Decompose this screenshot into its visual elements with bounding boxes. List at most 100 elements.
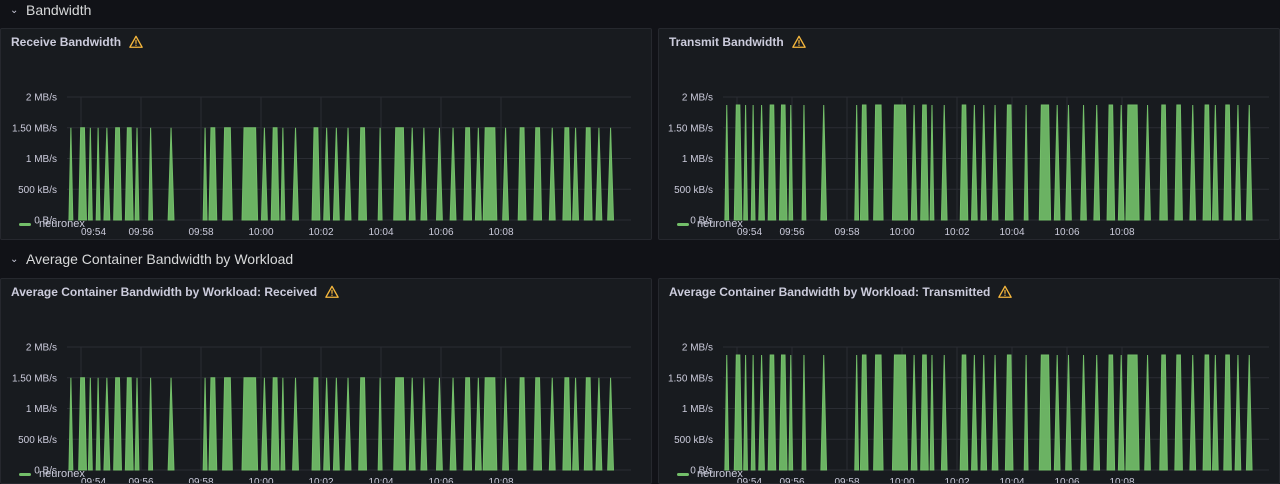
series-pulse — [87, 377, 93, 471]
series-pulse — [95, 127, 101, 221]
series-pulse — [1144, 354, 1151, 471]
legend-item[interactable]: neuronex — [677, 468, 743, 480]
series-pulse — [820, 354, 828, 471]
series-pulse — [854, 104, 860, 221]
series-pulse — [767, 354, 777, 471]
series-pulse — [113, 377, 122, 471]
x-tick-label: 10:08 — [1109, 477, 1134, 484]
series-pulse — [344, 377, 352, 471]
warning-icon[interactable] — [129, 35, 143, 49]
series-pulse — [572, 127, 580, 221]
series-pulse — [1144, 104, 1151, 221]
series-pulse — [68, 127, 74, 221]
series-pulse — [358, 377, 368, 471]
y-tick-label: 1.50 MB/s — [12, 373, 57, 384]
panel-title-text: Average Container Bandwidth by Workload:… — [11, 285, 318, 299]
series-pulse — [377, 377, 383, 471]
legend-item[interactable]: neuronex — [677, 218, 743, 230]
series-pulse — [971, 354, 978, 471]
series-pulse — [607, 377, 615, 471]
series-pulse — [778, 354, 788, 471]
row-header-bandwidth[interactable]: ⌄ Bandwidth — [0, 0, 91, 20]
series-pulse — [148, 377, 154, 471]
x-tick-label: 10:00 — [248, 227, 273, 238]
row-header-average-container-bandwidth[interactable]: ⌄ Average Container Bandwidth by Workloa… — [0, 249, 293, 269]
series-pulse — [980, 354, 988, 471]
panel-receive-bandwidth[interactable]: Receive Bandwidth 0 B/s 500 kB/s 1 MB/s 1.5… — [0, 28, 652, 240]
series-pulse — [1023, 104, 1029, 221]
series-pulse — [202, 377, 208, 471]
series-pulse — [1053, 354, 1061, 471]
series-pulse — [1106, 354, 1116, 471]
series-pulse — [1093, 354, 1101, 471]
legend-item[interactable]: neuronex — [19, 218, 85, 230]
series-pulse — [323, 377, 331, 471]
series-pulse — [260, 127, 268, 221]
y-tick-label: 1 MB/s — [682, 154, 713, 165]
series-pulse — [1065, 354, 1072, 471]
series-pulse — [408, 377, 416, 471]
chart-svg: 0 B/s 500 kB/s 1 MB/s 1.50 MB/s 2 MB/s 09:54 0… — [668, 93, 1269, 238]
panel-avg-received[interactable]: Average Container Bandwidth by Workload:… — [0, 278, 652, 484]
series-pulse — [533, 377, 543, 471]
series-pulse — [548, 377, 556, 471]
x-tick-label: 10:02 — [308, 477, 333, 484]
series-pulse — [929, 354, 935, 471]
panel-avg-transmitted[interactable]: Average Container Bandwidth by Workload:… — [658, 278, 1280, 484]
chevron-down-icon: ⌄ — [10, 253, 19, 265]
series-pulse — [1223, 354, 1232, 471]
series-pulse — [920, 104, 929, 221]
series-pulse — [436, 377, 443, 471]
panel-title: Average Container Bandwidth by Workload:… — [669, 285, 1013, 299]
warning-icon[interactable] — [998, 285, 1013, 299]
series-pulse — [1189, 104, 1197, 221]
series-pulse — [778, 104, 788, 221]
series-pulse — [292, 127, 299, 221]
x-tick-label: 10:04 — [368, 477, 393, 484]
x-tick-label: 09:58 — [188, 227, 213, 238]
x-tick-label: 09:54 — [81, 227, 106, 238]
x-tick-label: 10:08 — [1109, 227, 1134, 238]
row-title: Bandwidth — [26, 2, 92, 18]
series-pulse — [241, 377, 259, 471]
series-pulse — [344, 127, 352, 221]
series-pulse — [971, 104, 978, 221]
legend-item[interactable]: neuronex — [19, 468, 85, 480]
series-pulse — [270, 127, 280, 221]
series-pulse — [463, 377, 473, 471]
series-pulse — [482, 127, 498, 221]
series-pulse — [270, 377, 280, 471]
series-pulse — [449, 127, 457, 221]
series-pulse — [859, 104, 869, 221]
series-pulse — [1093, 104, 1101, 221]
series-pulse — [562, 377, 572, 471]
series-pulse — [1117, 354, 1125, 471]
panel-transmit-bandwidth[interactable]: Transmit Bandwidth 0 B/s 500 kB/s 1 MB/s 1.… — [658, 28, 1280, 240]
series-pulse — [167, 377, 175, 471]
series-pulse — [311, 377, 321, 471]
series-pulse — [1234, 354, 1242, 471]
series-pulse — [929, 104, 935, 221]
chart-svg: 0 B/s 500 kB/s 1 MB/s 1.50 MB/s 2 MB/s 09:54 0… — [12, 343, 631, 484]
series-pulse — [167, 127, 175, 221]
series-pulse — [1080, 104, 1087, 221]
series-pulse — [377, 127, 383, 221]
series-pulse — [1159, 354, 1168, 471]
series-pulse — [910, 354, 918, 471]
series-pulse — [891, 104, 909, 221]
series-pulse — [393, 377, 406, 471]
series-pulse — [474, 377, 482, 471]
x-tick-label: 10:00 — [248, 477, 273, 484]
series-pulse — [854, 354, 860, 471]
x-tick-label: 09:54 — [737, 477, 762, 484]
y-tick-label: 1.50 MB/s — [12, 123, 57, 134]
legend-swatch — [677, 222, 689, 226]
x-tick-label: 09:54 — [81, 477, 106, 484]
warning-icon[interactable] — [791, 35, 806, 49]
series-pulse — [124, 127, 134, 221]
warning-icon[interactable] — [325, 285, 339, 299]
series-pulse — [820, 104, 828, 221]
series-pulse — [548, 127, 556, 221]
series-pulse — [241, 127, 259, 221]
series-pulse — [788, 104, 794, 221]
